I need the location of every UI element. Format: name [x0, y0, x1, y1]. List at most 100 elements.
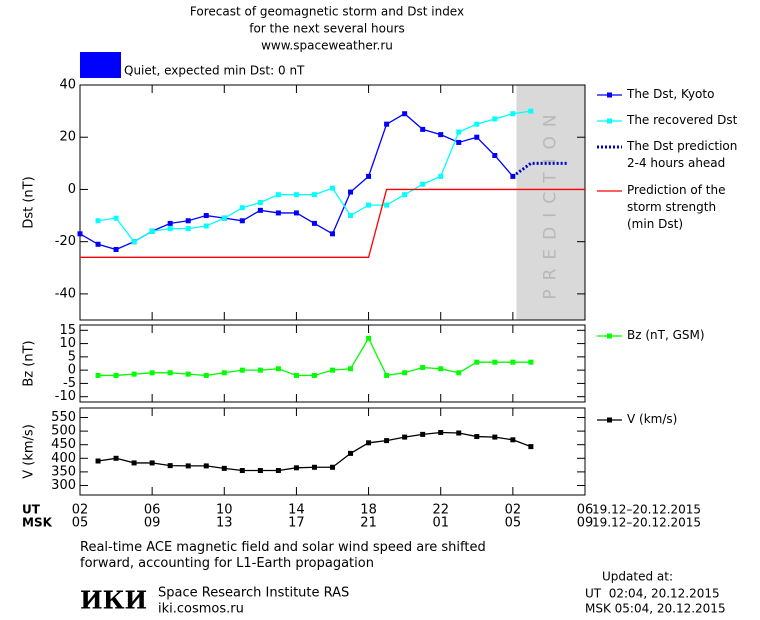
legend-marker	[607, 92, 612, 98]
point	[330, 464, 335, 470]
legend-label-box: The Dst, Kyoto	[627, 87, 715, 101]
point	[474, 359, 480, 365]
url: iki.cosmos.ru	[158, 602, 244, 617]
y-tick-label: 0	[68, 363, 76, 378]
point	[420, 126, 426, 132]
x-tick-label-2: 21	[360, 516, 377, 531]
x-tick-label: 18	[360, 503, 377, 518]
y-tick-label: -5	[63, 376, 76, 391]
series-line	[98, 336, 531, 377]
point	[474, 134, 480, 140]
point	[384, 372, 390, 378]
point	[384, 202, 390, 208]
point	[95, 372, 101, 378]
point	[438, 366, 444, 372]
plot-frame	[79, 324, 586, 403]
point	[402, 111, 408, 117]
point	[167, 226, 173, 232]
x-axis-label-2: MSK	[22, 516, 53, 530]
point	[492, 359, 498, 365]
x-tick-label: 14	[288, 503, 305, 518]
point	[167, 370, 173, 376]
point	[239, 367, 245, 373]
logo: ИКИ	[80, 586, 147, 615]
y-axis-label: V (km/s)	[22, 424, 37, 479]
point	[528, 444, 534, 450]
point	[474, 434, 480, 440]
point	[239, 468, 245, 474]
point	[510, 111, 516, 117]
point	[330, 185, 335, 191]
legend-label-box: V (km/s)	[627, 412, 678, 426]
point	[257, 207, 263, 213]
point	[149, 460, 155, 466]
institute: Space Research Institute RAS	[158, 586, 349, 601]
y-tick-label: 5	[68, 349, 76, 364]
y-tick-label: 450	[51, 437, 76, 452]
legend-label: Bz (nT, GSM)	[627, 328, 705, 342]
y-tick-label: 40	[59, 78, 76, 93]
x-tick-label-2: 09	[144, 516, 161, 531]
date-range: 19.12–20.12.2015	[592, 503, 701, 517]
point	[438, 429, 444, 435]
point	[438, 132, 444, 138]
point	[257, 468, 263, 474]
point	[203, 213, 209, 219]
point	[113, 455, 119, 461]
x-tick-label: 06	[577, 503, 594, 518]
point	[131, 371, 137, 377]
y-tick-label: 10	[59, 336, 76, 351]
x-tick-label-2: 05	[505, 516, 522, 531]
point	[456, 129, 462, 135]
point	[257, 200, 263, 205]
point	[510, 359, 516, 365]
point	[348, 366, 354, 372]
point	[113, 247, 119, 252]
point	[221, 215, 227, 221]
point	[185, 226, 191, 232]
point	[366, 440, 372, 446]
legend-label: Prediction of the storm strength (min Ds…	[627, 183, 726, 231]
date-range-2: 19.12–20.12.2015	[592, 516, 701, 530]
point	[203, 372, 209, 378]
point	[275, 192, 281, 198]
point	[275, 210, 281, 216]
point	[95, 241, 101, 247]
point	[456, 370, 462, 376]
point	[311, 372, 317, 378]
point	[221, 370, 227, 376]
point	[420, 431, 426, 437]
y-tick-label: 350	[51, 464, 76, 479]
updated-msk: MSK 05:04, 20.12.2015	[585, 602, 726, 616]
point	[239, 218, 245, 224]
x-tick-label: 02	[72, 503, 89, 518]
point	[528, 359, 534, 365]
point	[366, 202, 372, 208]
note: Real-time ACE magnetic field and solar w…	[80, 540, 486, 571]
legend-marker	[607, 417, 612, 423]
point	[311, 220, 317, 226]
point	[348, 450, 354, 456]
x-tick-label: 10	[216, 503, 233, 518]
point	[221, 465, 227, 471]
point	[149, 228, 155, 234]
plot-frame	[79, 407, 586, 496]
legend-label: The Dst, Kyoto	[627, 87, 715, 101]
point	[402, 370, 408, 376]
point	[185, 371, 191, 377]
point	[149, 370, 155, 376]
status-text: Quiet, expected min Dst: 0 nT	[124, 64, 305, 78]
point	[293, 192, 299, 198]
legend-label: V (km/s)	[627, 412, 678, 426]
y-tick-label: 20	[59, 130, 76, 145]
x-tick-label: 22	[432, 503, 449, 518]
updated-ut: UT 02:04, 20.12.2015	[585, 587, 720, 601]
x-tick-label-2: 01	[432, 516, 449, 531]
point	[492, 153, 498, 158]
legend-marker	[607, 333, 612, 339]
point	[311, 464, 317, 470]
point	[330, 231, 335, 237]
point	[185, 463, 191, 469]
note-box: Real-time ACE magnetic field and solar w…	[80, 540, 486, 571]
point	[402, 192, 408, 198]
